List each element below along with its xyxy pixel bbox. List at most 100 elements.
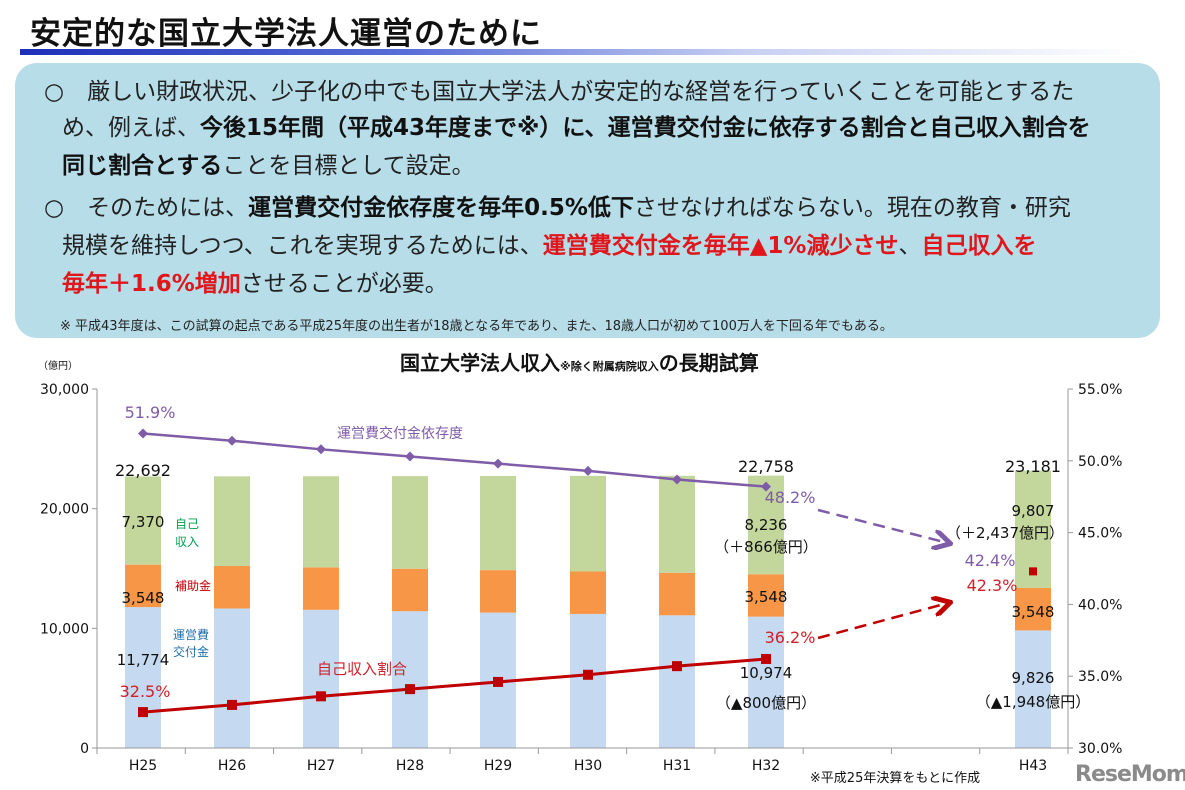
text: め、例えば、 [62,115,200,141]
red-text: 自己収入を [921,233,1037,259]
red-text: 運営費交付金を毎年▲1%減少させ [542,233,899,259]
bar-H29-補助金 [480,570,516,613]
line-marker [138,428,148,439]
bold-text: 今後15年間（平成43年度まで※）に、運営費交付金に依存する割合と自己収入割合を [200,115,1091,141]
line-marker [761,481,771,492]
line-marker [405,451,415,462]
change-label: （＋2,437億円） [946,524,1064,542]
bar-H26-補助金 [214,566,250,609]
y-tick-label: 10,000 [40,621,89,637]
value-label: 3,548 [745,588,788,606]
line-運営費交付金依存度 [142,432,767,488]
bar-H28-運営費交付金 [392,611,428,748]
x-tick-label: H32 [752,758,780,774]
bar-H29-自己収入 [480,475,516,571]
x-tick-label: H43 [1019,758,1047,774]
page-title: 安定的な国立大学法人運営のために [30,16,542,52]
value-label: 3,548 [1012,603,1055,621]
change-label: （＋866億円） [714,538,818,556]
line-label: 自己収入割合 [317,660,407,678]
red-text: 毎年＋1.6%増加 [62,271,241,297]
x-tick-label: H25 [129,758,157,774]
value-label: 3,548 [122,589,165,607]
x-tick-label: H31 [663,758,691,774]
bar-H32-補助金 [748,574,784,617]
bar-H25-補助金 [125,564,161,608]
pct-label: 32.5% [120,682,171,701]
summary-line: 毎年＋1.6%増加させることが必要。 [62,264,448,298]
series-label: 交付金 [173,644,209,659]
line-label: 運営費交付金依存度 [337,425,463,442]
value-label: 8,236 [745,516,788,534]
pct-label: 51.9% [125,403,176,422]
text: させなければならない。現在の教育・研究 [633,195,1071,221]
line-marker [672,661,682,672]
text: ことを目標として設定。 [222,153,475,179]
y2-tick-label: 40.0% [1078,597,1122,613]
total-label: 22,692 [115,461,171,480]
y2-tick-label: 55.0% [1078,382,1122,398]
y-tick-label: 0 [80,741,89,757]
value-label: 10,974 [740,664,793,682]
chart-title-suffix: の長期試算 [658,351,759,375]
line-marker [493,676,503,687]
y-tick-label: 30,000 [40,382,89,398]
series-label: 補助金 [175,578,211,593]
income-chart: H25 H26 H27 H28 H29 H30 H31 H32 H43 0 10,000 20,000… [38,359,1122,786]
bar-H27-補助金 [303,567,339,610]
bar-H31-補助金 [659,572,695,616]
x-tick-label: H28 [396,758,424,774]
line-marker-H43 [1029,567,1037,576]
pct-label: 48.2% [765,488,816,507]
line-marker [227,699,237,710]
line-marker [672,474,682,485]
bar-H32-自己収入 [748,475,784,575]
y-axis-unit: （億円） [38,359,78,372]
bar-H31-自己収入 [659,475,695,573]
line-自己収入割合 [142,657,767,714]
bar-H30-補助金 [570,571,606,614]
y2-tick-label: 30.0% [1078,741,1122,757]
bar-H43-運営費交付金 [1015,630,1051,748]
bold-text: 同じ割合とする [62,153,223,179]
line-marker [493,458,503,469]
chart-title-note: ※除く附属病院収入 [560,360,659,373]
bar-H28-自己収入 [392,476,428,569]
pct-label: 42.3% [967,576,1018,595]
resemom-logo: ReseMom [1075,762,1185,787]
value-label: 9,826 [1012,669,1055,687]
value-label: 11,774 [117,651,170,669]
bar-H25-運営費交付金 [125,607,161,748]
x-tick-label: H29 [484,758,512,774]
pct-label: 36.2% [765,628,816,647]
total-label: 23,181 [1005,457,1061,476]
text: 規模を維持しつつ、これを実現するためには、 [62,233,543,259]
line-marker [227,435,237,446]
chart-title-main: 国立大学法人収入 [400,351,560,375]
bar-H31-運営費交付金 [659,615,695,748]
summary-box [15,63,1160,338]
y2-tick-label: 50.0% [1078,454,1122,470]
line-marker [583,669,593,680]
text: ○ そのためには、 [44,195,249,221]
line-marker [138,707,148,718]
x-tick-label: H26 [218,758,246,774]
line-marker [761,653,771,664]
pct-label: 42.4% [965,551,1016,570]
summary-line: ○ 厳しい財政状況、少子化の中でも国立大学法人が安定的な経営を行っていくことを可… [44,72,1074,106]
bar-H26-自己収入 [214,476,250,567]
footnote: ※ 平成43年度は、この試算の起点である平成25年度の出生者が18歳となる年であ… [60,319,893,334]
x-tick-label: H30 [574,758,602,774]
summary-line: 同じ割合とすることを目標として設定。 [62,146,475,180]
bar-H28-補助金 [392,568,428,612]
text: させることが必要。 [240,271,448,297]
y2-tick-label: 45.0% [1078,526,1122,542]
series-label: 自己 [175,517,199,531]
line-marker [316,691,326,702]
line-marker [405,684,415,695]
bar-H30-運営費交付金 [570,613,606,748]
line-marker [316,444,326,455]
bar-H32-運営費交付金 [748,616,784,748]
bar-H43-補助金 [1015,587,1051,631]
projection-arrow-ratio [817,603,948,640]
